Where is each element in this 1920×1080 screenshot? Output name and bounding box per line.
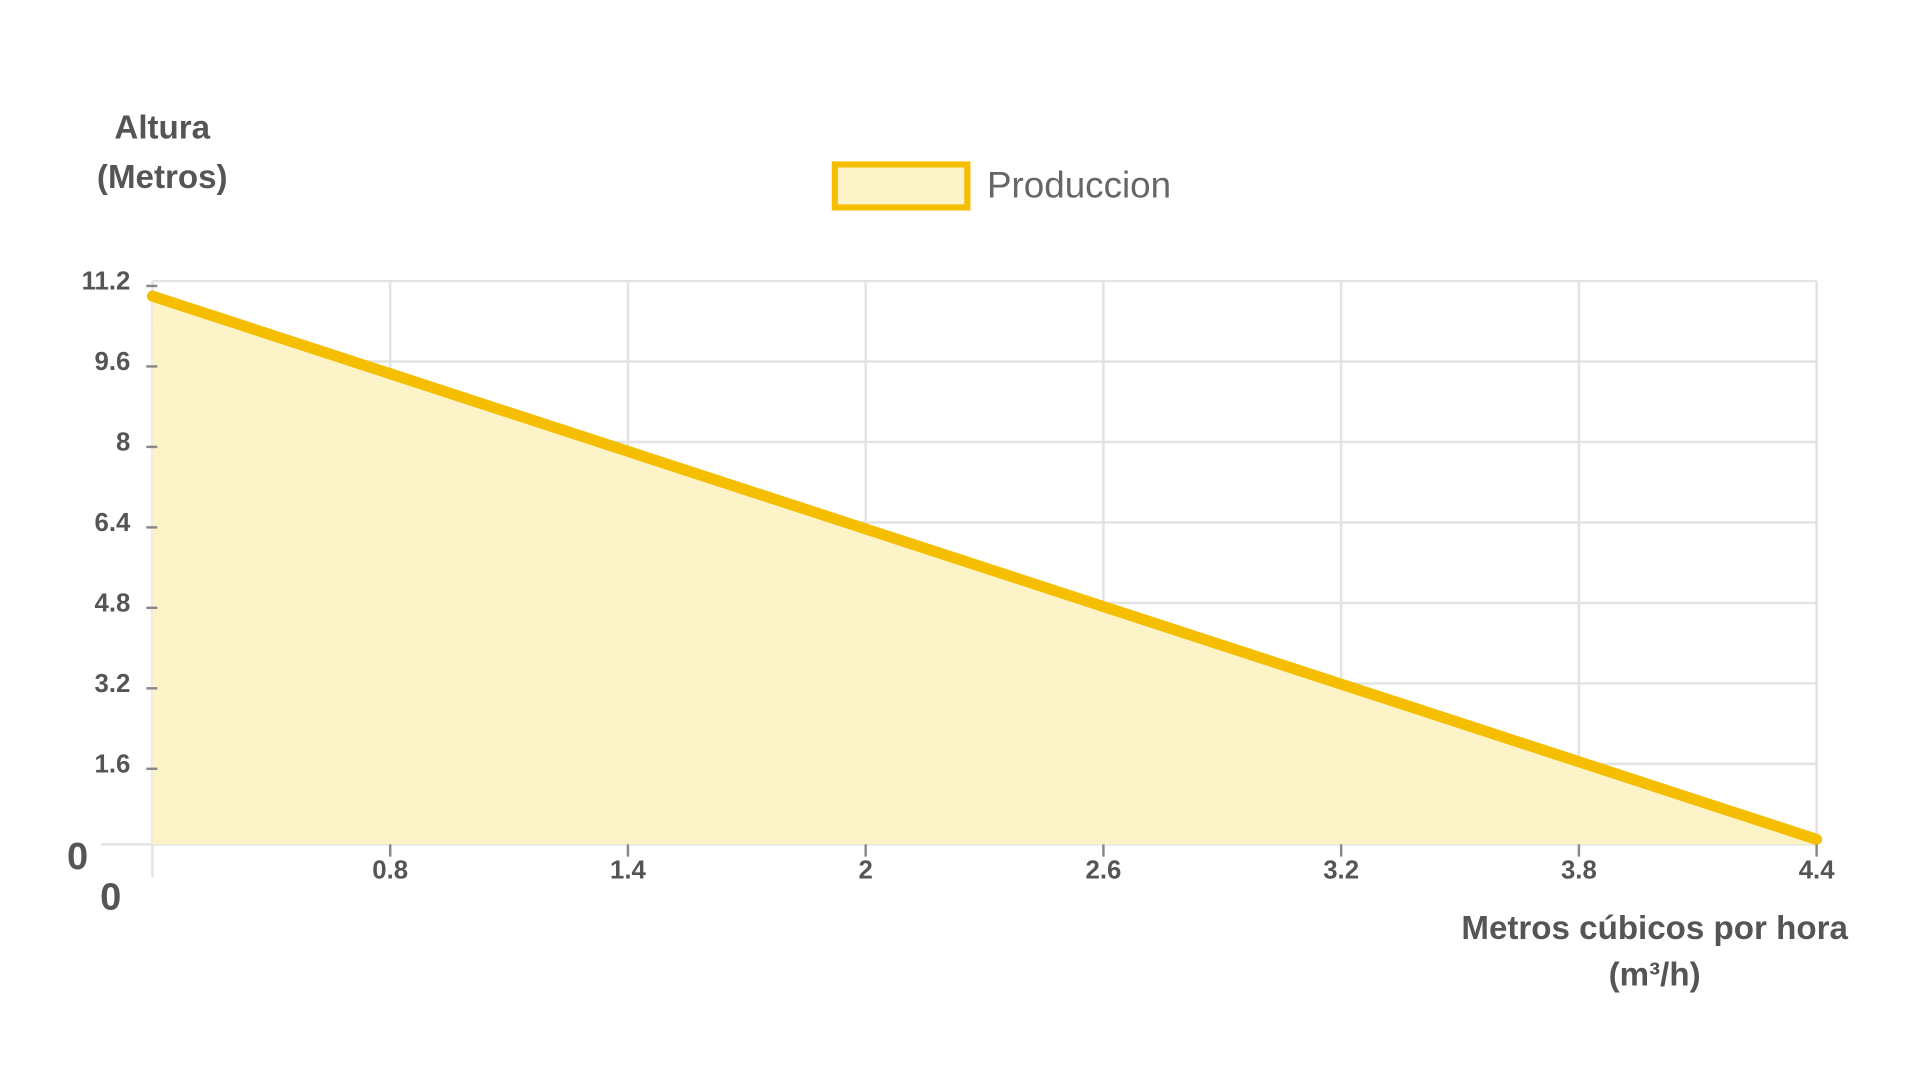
y-tick-label: 11.2 xyxy=(82,268,131,296)
series-produccion xyxy=(146,290,1823,845)
y-axis-label-line1: Altura xyxy=(114,110,210,147)
x-tick-label: 2.6 xyxy=(1086,857,1122,885)
legend-label: Produccion xyxy=(987,165,1171,206)
x-axis-label-line2: (m³/h) xyxy=(1609,957,1701,994)
y-tick-label: 9.6 xyxy=(95,348,131,376)
y-tick-label: 8 xyxy=(116,429,130,457)
y-tick-label: 3.2 xyxy=(95,670,131,698)
y-tick-label: 6.4 xyxy=(95,509,131,537)
x-tick-label: 3.8 xyxy=(1561,857,1597,885)
x-origin-label: 0 xyxy=(100,876,121,918)
y-axis-label-line2: (Metros) xyxy=(97,159,228,196)
axis-ticks: 1.6 3.2 4.8 6.4 8 9.6 11.2 0.8 1.4 2 2.6 3.2 3.8 4.4 xyxy=(82,268,1836,885)
legend[interactable]: Produccion xyxy=(831,161,1171,211)
y-tick-label: 1.6 xyxy=(95,750,131,778)
x-tick-label: 0.8 xyxy=(372,857,408,885)
x-tick-label: 3.2 xyxy=(1323,857,1359,885)
x-tick-label: 4.4 xyxy=(1799,857,1835,885)
legend-swatch xyxy=(831,161,971,211)
y-origin-label: 0 xyxy=(67,836,88,878)
series-line xyxy=(146,290,1823,845)
x-tick-label: 2 xyxy=(859,857,873,885)
y-tick-label: 4.8 xyxy=(95,590,131,618)
x-tick-label: 1.4 xyxy=(610,857,646,885)
x-axis-label-line1: Metros cúbicos por hora xyxy=(1461,910,1848,947)
